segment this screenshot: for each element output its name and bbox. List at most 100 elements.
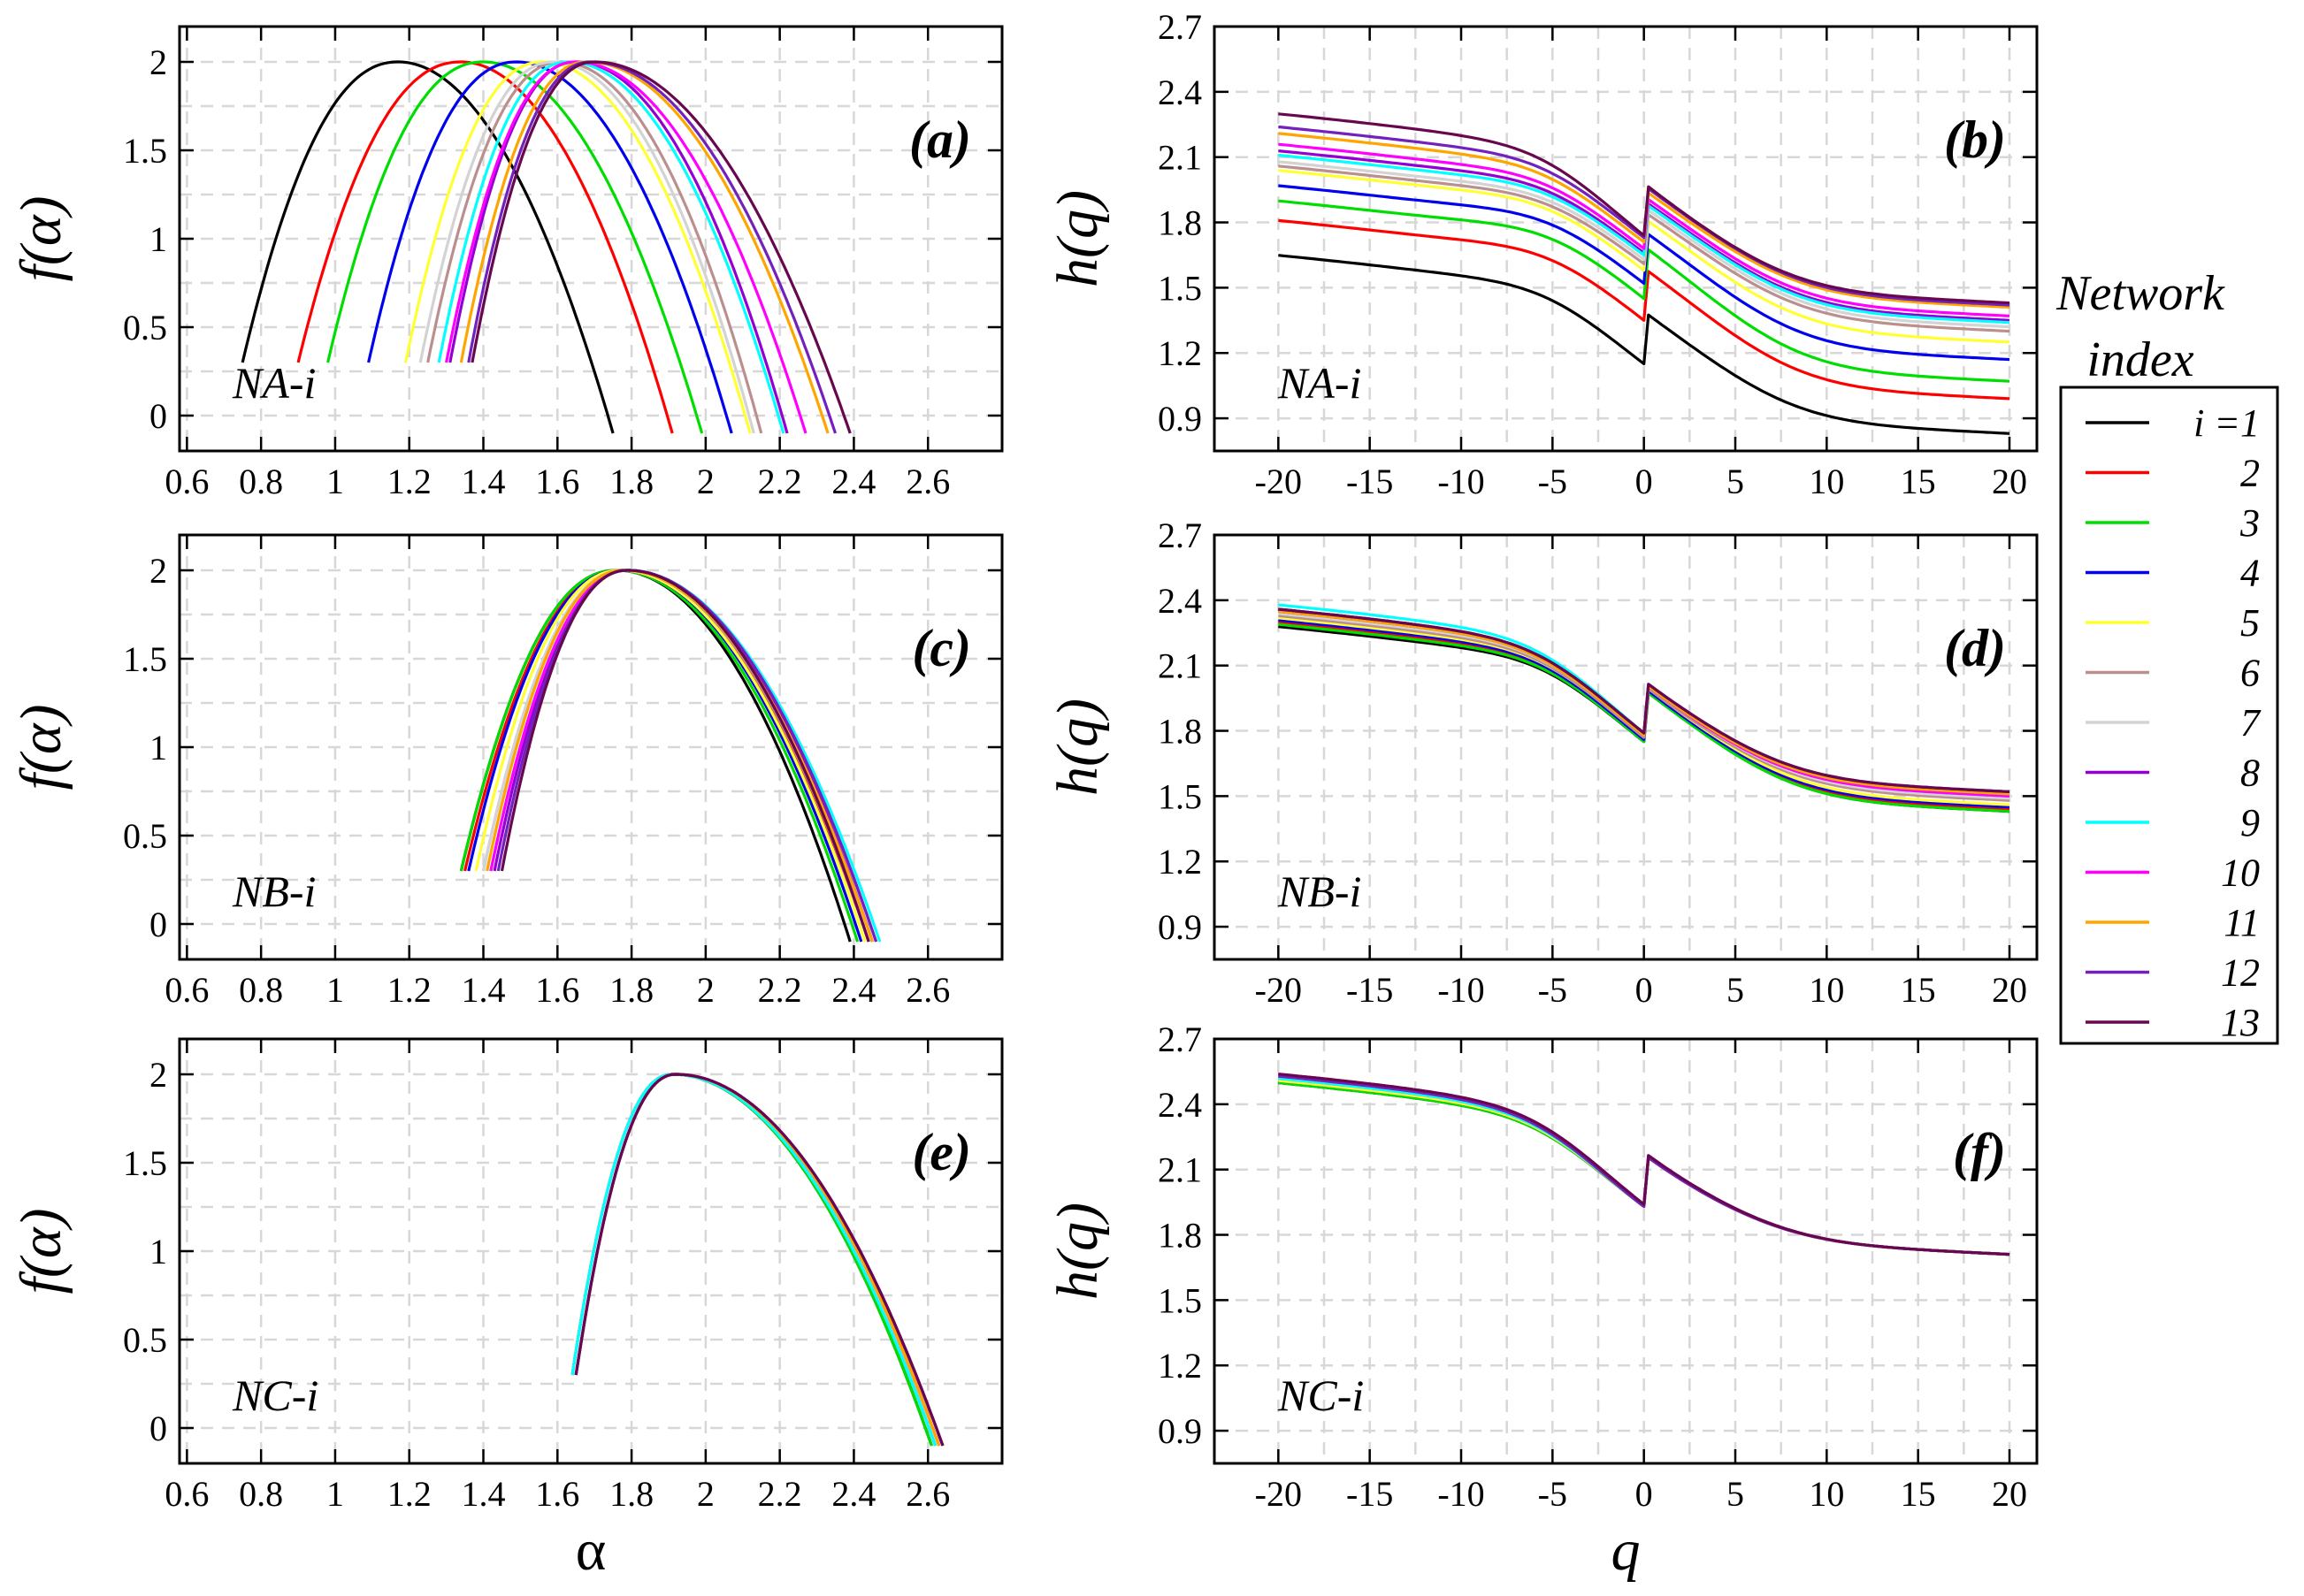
y-tick-label: 0.5 <box>123 308 167 347</box>
x-tick-label: 1.8 <box>609 462 654 501</box>
network-annotation: NC-i <box>232 1371 318 1420</box>
y-tick-label: 2.7 <box>1158 1019 1202 1059</box>
x-tick-label: 1.4 <box>462 462 506 501</box>
y-tick-label: 2 <box>149 42 167 82</box>
legend-label-5: 5 <box>2240 601 2260 645</box>
panel-label: (d) <box>1944 619 2006 677</box>
series-line-a-8 <box>448 60 789 434</box>
x-tick-label: 1 <box>326 1474 344 1514</box>
x-tick-label: 5 <box>1726 970 1744 1010</box>
y-tick-label: 0.9 <box>1158 1411 1202 1451</box>
x-tick-label: 1.2 <box>387 1474 432 1514</box>
series-line-d-4 <box>1278 618 2010 809</box>
y-tick-label: 1 <box>149 1232 167 1271</box>
y-axis-label: f(α) <box>9 1209 73 1294</box>
y-axis-label: h(q) <box>1045 1203 1110 1300</box>
legend-label-1: i =1 <box>2193 401 2260 445</box>
x-tick-label: 2.4 <box>831 970 876 1010</box>
panel-label: (c) <box>912 619 971 677</box>
x-tick-label: 2 <box>697 462 715 501</box>
x-tick-label: 20 <box>1992 970 2027 1010</box>
x-tick-label: 5 <box>1726 1474 1744 1514</box>
y-tick-label: 1.5 <box>123 131 167 171</box>
x-tick-label: -10 <box>1437 970 1484 1010</box>
series-line-a-12 <box>467 60 838 434</box>
series-line-a-6 <box>426 60 763 434</box>
y-tick-label: 0.9 <box>1158 907 1202 947</box>
x-tick-label: 0 <box>1635 970 1653 1010</box>
x-tick-label: 0.8 <box>239 1474 283 1514</box>
legend-label-6: 6 <box>2240 652 2260 695</box>
network-annotation: NA-i <box>1277 358 1361 408</box>
network-annotation: NA-i <box>232 358 316 408</box>
y-tick-label: 0 <box>149 396 167 436</box>
y-tick-label: 1.5 <box>1158 1280 1202 1320</box>
y-tick-label: 2 <box>149 551 167 591</box>
panel-label: (f) <box>1953 1123 2006 1181</box>
y-tick-label: 1.8 <box>1158 1216 1202 1256</box>
x-tick-label: -5 <box>1538 970 1567 1010</box>
y-tick-label: 2.7 <box>1158 7 1202 47</box>
x-tick-label: -15 <box>1346 462 1393 501</box>
y-tick-label: 0.5 <box>123 1320 167 1360</box>
y-axis-label: f(α) <box>9 705 73 790</box>
panel-label: (b) <box>1944 111 2006 169</box>
x-tick-label: 1.2 <box>387 970 432 1010</box>
y-tick-label: 1.2 <box>1158 333 1202 373</box>
series-line-b-4 <box>1278 184 2010 362</box>
series-line-e-9 <box>570 1073 938 1447</box>
x-tick-label: -5 <box>1538 462 1567 501</box>
y-tick-label: 0 <box>149 905 167 944</box>
x-tick-label: -10 <box>1437 462 1484 501</box>
x-tick-label: -15 <box>1346 970 1393 1010</box>
series-line-a-13 <box>471 60 852 434</box>
series-line-a-10 <box>445 60 808 434</box>
series-line-c-7 <box>481 569 874 943</box>
series-line-a-11 <box>459 60 830 434</box>
x-tick-label: 1.6 <box>535 970 579 1010</box>
x-tick-label: 1.8 <box>609 970 654 1010</box>
series-line-b-11 <box>1278 132 2010 309</box>
y-tick-label: 1 <box>149 219 167 259</box>
legend-label-2: 2 <box>2240 452 2260 495</box>
legend-label-9: 9 <box>2240 801 2260 844</box>
legend-label-3: 3 <box>2239 501 2260 545</box>
y-tick-label: 2.1 <box>1158 646 1202 686</box>
plot-frame <box>1213 25 2039 453</box>
series-line-c-6 <box>481 569 870 943</box>
x-tick-label: 15 <box>1901 462 1936 501</box>
y-tick-label: 1.5 <box>1158 776 1202 816</box>
y-tick-label: 1.5 <box>123 1143 167 1183</box>
y-axis-label: h(q) <box>1045 190 1110 287</box>
legend-title-line2: index <box>2086 332 2193 387</box>
series-line-a-9 <box>437 60 785 434</box>
panel-label: (a) <box>909 111 971 169</box>
y-tick-label: 1.8 <box>1158 203 1202 243</box>
x-tick-label: 0.6 <box>165 462 209 501</box>
x-tick-label: -15 <box>1346 1474 1393 1514</box>
x-tick-label: -10 <box>1437 1474 1484 1514</box>
series-line-d-3 <box>1278 622 2010 813</box>
series-line-b-3 <box>1278 199 2010 383</box>
x-tick-label: 10 <box>1809 462 1844 501</box>
series-line-f-10 <box>1278 1073 2010 1256</box>
legend-label-11: 11 <box>2224 901 2260 944</box>
x-tick-label: -20 <box>1255 462 1302 501</box>
panel-label: (e) <box>912 1123 971 1181</box>
x-axis-label: q <box>1611 1518 1641 1583</box>
x-tick-label: 2 <box>697 970 715 1010</box>
x-tick-label: -20 <box>1255 1474 1302 1514</box>
y-tick-label: 0.9 <box>1158 399 1202 439</box>
x-tick-label: 2.2 <box>758 1474 802 1514</box>
legend-label-7: 7 <box>2240 701 2262 745</box>
x-tick-label: 0 <box>1635 1474 1653 1514</box>
x-tick-label: -20 <box>1255 970 1302 1010</box>
y-tick-label: 0.5 <box>123 816 167 856</box>
series-line-c-12 <box>496 569 878 943</box>
network-annotation: NB-i <box>232 867 316 916</box>
legend-label-4: 4 <box>2240 552 2260 595</box>
x-tick-label: 15 <box>1901 970 1936 1010</box>
x-axis-label: α <box>576 1518 607 1583</box>
series-line-e-13 <box>574 1073 945 1447</box>
x-tick-label: 1.6 <box>535 1474 579 1514</box>
